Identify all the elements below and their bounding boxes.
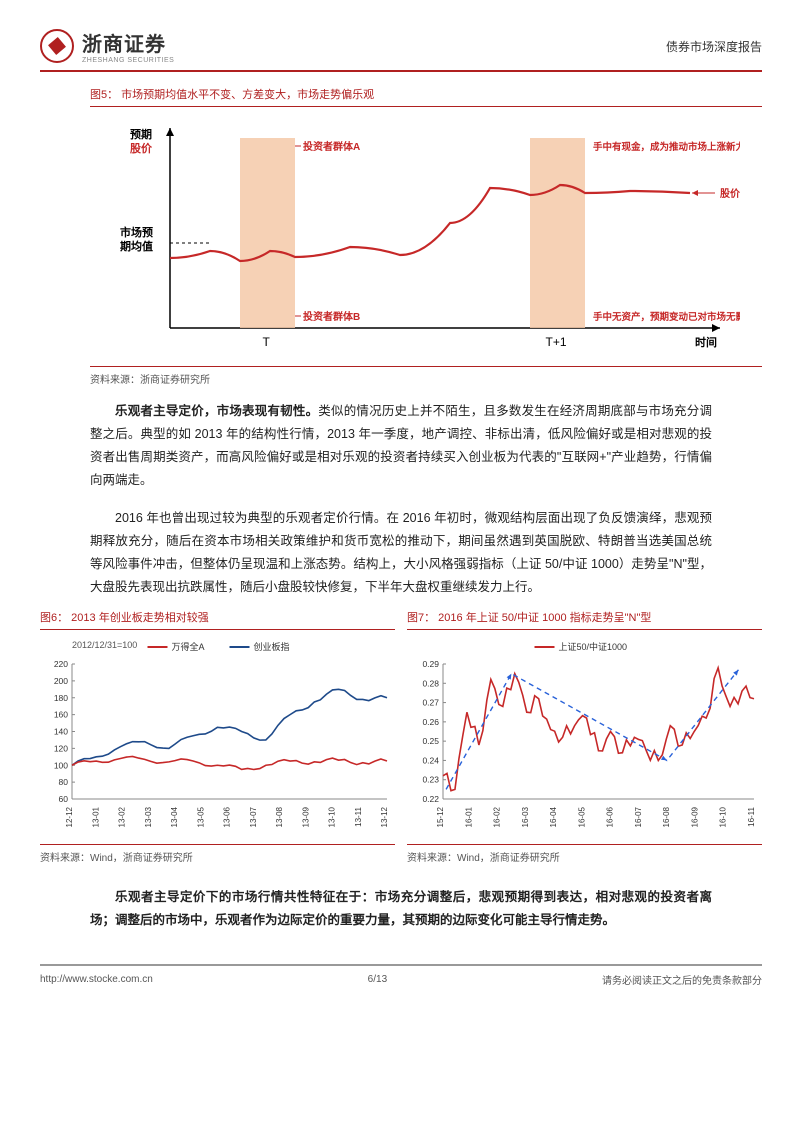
- svg-text:13-12: 13-12: [380, 806, 389, 827]
- paragraph-3: 乐观者主导定价下的市场行情共性特征在于：市场充分调整后，悲观预期得到表达，相对悲…: [90, 886, 712, 932]
- svg-text:200: 200: [54, 676, 68, 686]
- svg-text:13-07: 13-07: [249, 806, 258, 827]
- svg-text:120: 120: [54, 743, 68, 753]
- fig5-title: 图5： 市场预期均值水平不变、方差变大，市场走势偏乐观: [90, 86, 762, 107]
- fig6-source: 资料来源：Wind，浙商证券研究所: [40, 844, 395, 864]
- svg-text:12-12: 12-12: [65, 806, 74, 827]
- svg-text:0.22: 0.22: [422, 794, 439, 804]
- svg-text:16-11: 16-11: [747, 806, 756, 826]
- svg-text:T+1: T+1: [546, 335, 567, 349]
- svg-text:60: 60: [59, 794, 69, 804]
- fig7-title: 图7： 2016 年上证 50/中证 1000 指标走势呈"N"型: [407, 609, 762, 630]
- svg-text:13-02: 13-02: [118, 806, 127, 827]
- svg-text:16-02: 16-02: [493, 806, 502, 827]
- svg-text:16-05: 16-05: [577, 806, 586, 827]
- svg-text:0.28: 0.28: [422, 678, 439, 688]
- page-header: 浙商证券 ZHESHANG SECURITIES 债券市场深度报告: [40, 28, 762, 72]
- svg-text:13-03: 13-03: [144, 806, 153, 827]
- svg-text:13-01: 13-01: [91, 806, 100, 827]
- svg-text:15-12: 15-12: [436, 806, 445, 827]
- para3-bold: 乐观者主导定价下的市场行情共性特征在于：市场充分调整后，悲观预期得到表达，相对悲…: [90, 890, 712, 927]
- svg-text:160: 160: [54, 710, 68, 720]
- svg-text:股价: 股价: [130, 142, 153, 155]
- fig5-source: 资料来源：浙商证券研究所: [90, 366, 762, 386]
- svg-text:万得全A: 万得全A: [172, 641, 205, 652]
- svg-text:13-05: 13-05: [196, 806, 205, 827]
- footer-page: 6/13: [368, 974, 387, 985]
- paragraph-1: 乐观者主导定价，市场表现有韧性。类似的情况历史上并不陌生，且多数发生在经济周期底…: [90, 400, 712, 493]
- svg-text:13-04: 13-04: [170, 806, 179, 827]
- fig6-title: 图6： 2013 年创业板走势相对较强: [40, 609, 395, 630]
- svg-text:创业板指: 创业板指: [254, 641, 290, 652]
- svg-text:16-08: 16-08: [662, 806, 671, 827]
- svg-text:时间: 时间: [695, 335, 717, 349]
- svg-text:16-03: 16-03: [521, 806, 530, 827]
- svg-text:16-07: 16-07: [634, 806, 643, 827]
- report-type: 债券市场深度报告: [666, 38, 762, 55]
- svg-text:13-10: 13-10: [328, 806, 337, 827]
- page-footer: http://www.stocke.com.cn 6/13 请务必阅读正文之后的…: [40, 964, 762, 987]
- svg-text:期均值: 期均值: [120, 239, 153, 253]
- svg-text:上证50/中证1000: 上证50/中证1000: [559, 641, 628, 652]
- svg-text:手中有现金，成为推动市场上涨新力量: 手中有现金，成为推动市场上涨新力量: [593, 141, 740, 153]
- svg-text:100: 100: [54, 760, 68, 770]
- svg-text:13-09: 13-09: [301, 806, 310, 827]
- svg-text:投资者群体B: 投资者群体B: [303, 310, 360, 323]
- svg-text:80: 80: [59, 777, 69, 787]
- svg-text:手中无资产，预期变动已对市场无影响: 手中无资产，预期变动已对市场无影响: [593, 311, 740, 323]
- brand-name-cn: 浙商证券: [82, 28, 174, 57]
- paragraph-2: 2016 年也曾出现过较为典型的乐观者定价行情。在 2016 年初时，微观结构层…: [90, 507, 712, 600]
- svg-text:13-08: 13-08: [275, 806, 284, 827]
- svg-text:投资者群体A: 投资者群体A: [303, 140, 360, 153]
- svg-text:0.25: 0.25: [422, 736, 439, 746]
- brand-logo: 浙商证券 ZHESHANG SECURITIES: [40, 28, 174, 64]
- fig7-chart: 上证50/中证1000 0.22 0.23 0.24 0.25 0.26 0.27 0.28 0…: [407, 636, 762, 844]
- svg-text:16-10: 16-10: [719, 806, 728, 827]
- logo-icon: [40, 29, 74, 63]
- svg-text:T: T: [263, 335, 271, 349]
- footer-disclaimer: 请务必阅读正文之后的免责条款部分: [602, 972, 762, 987]
- svg-text:220: 220: [54, 659, 68, 669]
- fig5-chart: 预期股价市场预期均值时间 T T+1 投资者群体A 投资者群体B 手中有现金，成为推动市场…: [100, 113, 762, 366]
- svg-text:0.29: 0.29: [422, 659, 439, 669]
- svg-text:预期: 预期: [130, 127, 152, 141]
- fig6-chart: 2012/12/31=100 万得全A 创业板指 60 80 100 120 140 160 18…: [40, 636, 395, 844]
- svg-text:0.24: 0.24: [422, 755, 439, 765]
- para1-bold: 乐观者主导定价，市场表现有韧性。: [115, 404, 318, 418]
- svg-text:2012/12/31=100: 2012/12/31=100: [72, 640, 137, 650]
- svg-text:股价P: 股价P: [720, 188, 740, 200]
- svg-text:0.26: 0.26: [422, 717, 439, 727]
- fig7-source: 资料来源：Wind，浙商证券研究所: [407, 844, 762, 864]
- svg-text:180: 180: [54, 693, 68, 703]
- svg-text:0.23: 0.23: [422, 775, 439, 785]
- svg-text:13-11: 13-11: [354, 806, 363, 826]
- svg-text:13-06: 13-06: [223, 806, 232, 827]
- svg-text:140: 140: [54, 727, 68, 737]
- svg-text:16-04: 16-04: [549, 806, 558, 827]
- svg-text:16-09: 16-09: [690, 806, 699, 827]
- svg-text:0.27: 0.27: [422, 698, 439, 708]
- brand-name-en: ZHESHANG SECURITIES: [82, 57, 174, 64]
- footer-url: http://www.stocke.com.cn: [40, 974, 153, 985]
- svg-text:16-01: 16-01: [464, 806, 473, 827]
- svg-text:16-06: 16-06: [606, 806, 615, 827]
- svg-text:市场预: 市场预: [120, 225, 153, 239]
